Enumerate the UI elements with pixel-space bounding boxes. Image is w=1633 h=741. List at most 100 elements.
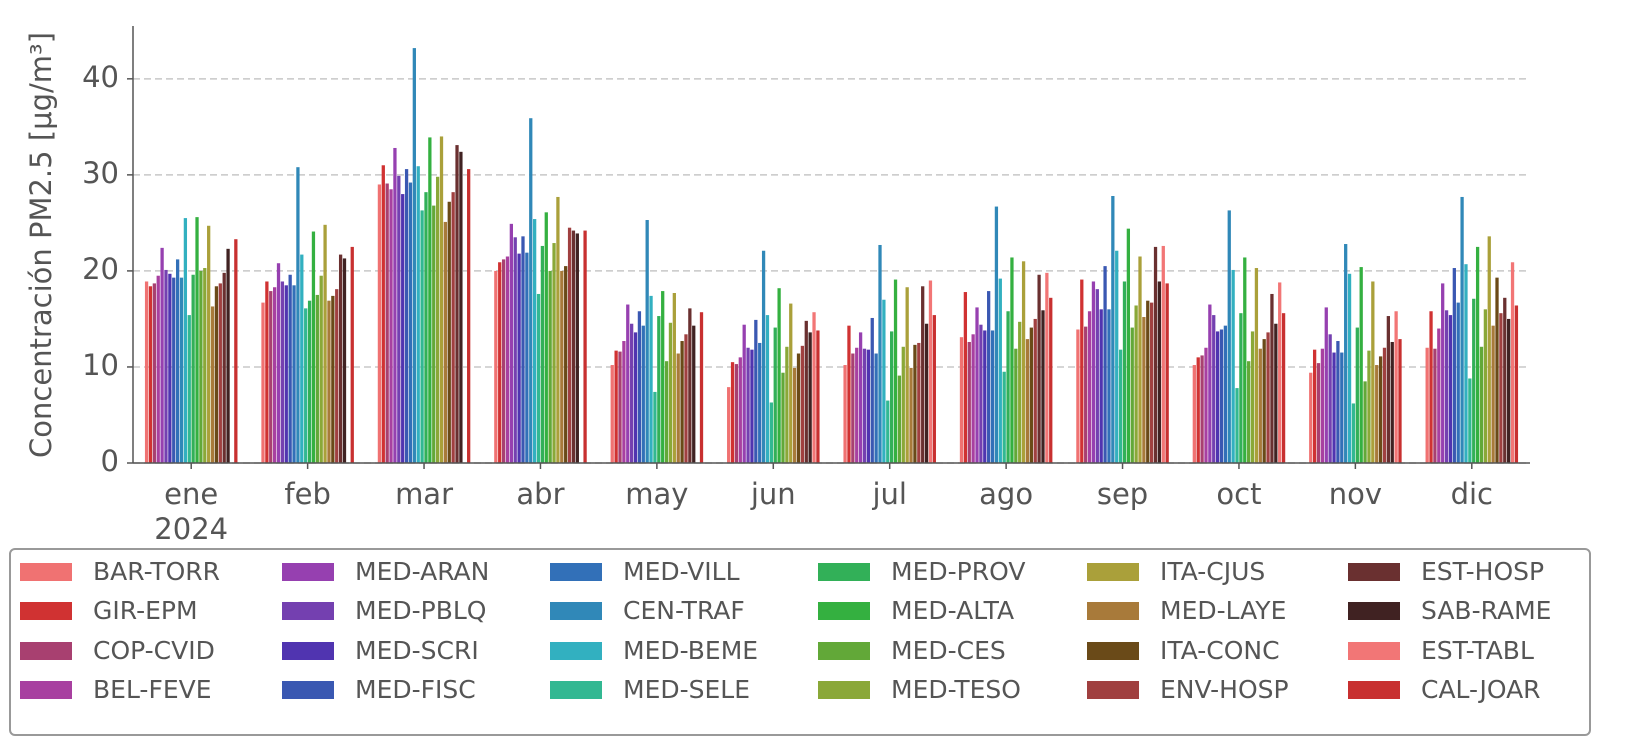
bar — [1309, 372, 1313, 463]
bar — [886, 400, 890, 463]
bar — [536, 293, 541, 463]
bar — [412, 48, 416, 463]
bar — [435, 176, 440, 464]
legend-swatch — [550, 602, 602, 620]
bar — [649, 295, 653, 463]
bar — [447, 201, 451, 463]
bar — [1153, 246, 1158, 463]
bar — [971, 334, 975, 463]
legend-swatch — [20, 563, 72, 581]
bar — [855, 347, 859, 463]
bar — [796, 353, 801, 463]
bar — [432, 205, 436, 463]
bar — [389, 189, 393, 463]
bar — [501, 259, 506, 463]
bar — [1091, 281, 1096, 463]
bar — [878, 244, 882, 463]
x-year-label: 2024 — [154, 512, 228, 546]
bar — [222, 272, 226, 463]
bar — [207, 225, 211, 463]
bar — [175, 259, 180, 463]
legend-swatch — [550, 642, 602, 660]
bar — [1045, 272, 1049, 463]
bar — [618, 351, 622, 463]
bar — [1375, 365, 1379, 463]
legend-swatch — [550, 681, 602, 699]
legend-label: BAR-TORR — [93, 557, 220, 586]
bar — [676, 353, 680, 463]
bar — [1161, 245, 1165, 463]
bar — [210, 306, 215, 463]
bar — [688, 308, 692, 463]
bar — [1103, 266, 1107, 463]
bar — [331, 295, 335, 463]
bar — [1378, 356, 1383, 463]
bar — [851, 353, 855, 463]
bar — [1472, 298, 1476, 463]
bar — [377, 184, 382, 463]
bar — [1130, 327, 1134, 463]
bar — [1347, 273, 1352, 463]
bar — [870, 317, 874, 463]
bar — [1215, 331, 1220, 463]
legend-swatch — [20, 681, 72, 699]
bar — [160, 247, 164, 463]
y-tick-label: 40 — [82, 60, 119, 94]
bar — [381, 165, 385, 463]
bar — [1491, 325, 1495, 463]
bar — [761, 250, 766, 463]
bar — [750, 349, 754, 463]
bar — [1212, 315, 1216, 463]
legend-swatch — [818, 642, 870, 660]
bar — [816, 330, 820, 463]
bar — [1157, 281, 1162, 463]
bar — [296, 167, 300, 463]
x-tick-label: may — [625, 477, 688, 511]
bar — [467, 169, 471, 463]
legend-swatch — [282, 563, 334, 581]
bar — [890, 331, 894, 463]
bar — [614, 350, 618, 463]
bar — [439, 136, 444, 463]
legend-swatch — [1348, 681, 1400, 699]
bar — [1479, 346, 1484, 463]
bar — [897, 375, 902, 463]
bar — [1514, 305, 1519, 463]
bar — [987, 291, 991, 463]
bar — [1204, 347, 1208, 463]
bar — [1134, 305, 1138, 463]
bar — [218, 283, 222, 463]
bar — [882, 299, 886, 463]
bar — [917, 342, 921, 463]
legend-label: EST-TABL — [1421, 636, 1534, 665]
bar — [773, 327, 777, 463]
bar — [265, 281, 269, 463]
bar — [1316, 363, 1321, 463]
bar — [804, 320, 808, 463]
legend-label: EST-HOSP — [1421, 557, 1544, 586]
bar — [1483, 309, 1488, 463]
bar — [311, 231, 316, 463]
bar — [567, 227, 572, 463]
bar — [1452, 268, 1456, 463]
legend-swatch — [818, 602, 870, 620]
bar — [509, 223, 513, 463]
bar — [1425, 347, 1429, 463]
legend-swatch — [282, 602, 334, 620]
bar — [727, 387, 731, 463]
bar — [1146, 300, 1150, 463]
bar — [983, 330, 987, 463]
legend-label: SAB-RAME — [1421, 596, 1551, 625]
bar — [622, 341, 626, 463]
bar — [424, 192, 428, 463]
bar — [544, 212, 548, 463]
bar — [560, 270, 564, 463]
bar — [315, 294, 319, 463]
bar — [199, 270, 203, 463]
bar — [300, 254, 304, 463]
bar — [626, 304, 630, 463]
bar — [1227, 210, 1231, 463]
bar — [1021, 261, 1026, 463]
bar — [517, 253, 521, 463]
bar — [994, 206, 999, 464]
